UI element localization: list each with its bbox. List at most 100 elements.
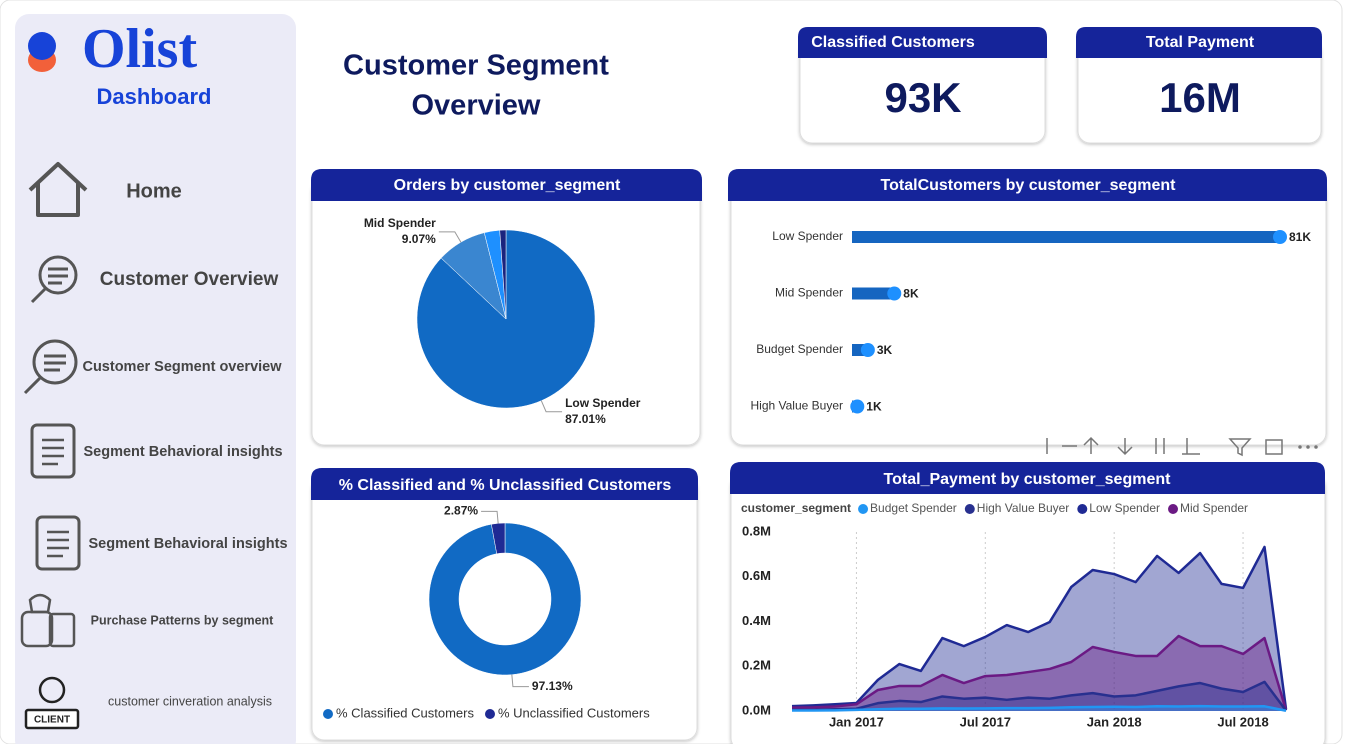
logo-subtitle: Dashboard	[97, 84, 212, 109]
legend-title: customer_segment	[741, 501, 851, 515]
y-tick-label: 0.4M	[742, 613, 771, 628]
chart-title: Total_Payment by customer_segment	[884, 471, 1172, 488]
slice	[499, 229, 507, 320]
data-label: 2.87%	[444, 504, 478, 518]
chart-title: TotalCustomers by customer_segment	[881, 177, 1177, 194]
nav-customer-overview[interactable]: Customer Overview	[30, 255, 279, 304]
data-label: 1K	[866, 400, 882, 414]
leader-line	[481, 510, 499, 524]
data-label: 8K	[903, 287, 919, 301]
leader-line	[540, 400, 563, 413]
toolbar-more[interactable]	[1314, 445, 1318, 449]
search-icon	[38, 255, 78, 295]
kpi-label: Classified Customers	[811, 34, 975, 51]
nav-label[interactable]: Segment Behavioral insights	[83, 444, 282, 460]
legend-label: High Value Buyer	[977, 501, 1070, 515]
card-box	[311, 477, 698, 741]
legend-marker	[323, 709, 333, 719]
legend-label: % Classified Customers	[336, 705, 474, 720]
bar-marker	[1273, 230, 1287, 244]
kpi-label: Total Payment	[1146, 34, 1255, 51]
nav-conversion[interactable]: CLIENT customer cinveration analysis	[24, 676, 272, 730]
card-header	[311, 468, 698, 500]
toolbar-more[interactable]	[1298, 445, 1302, 449]
page-title: Overview	[412, 90, 541, 122]
client-badge-text: CLIENT	[34, 715, 70, 726]
calculator-icon	[48, 612, 76, 648]
search-icon	[32, 339, 78, 385]
search-icon-lines	[23, 354, 66, 395]
chart-title: Orders by customer_segment	[394, 177, 621, 194]
chart-card: Total_Payment by customer_segment	[730, 462, 1326, 744]
nav-behavioral-2[interactable]: Segment Behavioral insights	[35, 515, 288, 571]
data-label-category: Mid Spender	[364, 216, 436, 230]
toolbar-icons[interactable]	[1046, 436, 1283, 457]
line	[792, 680, 1287, 712]
nav-label[interactable]: Purchase Patterns by segment	[91, 613, 275, 627]
nav-behavioral-1[interactable]: Segment Behavioral insights	[30, 423, 283, 479]
legend-label: Mid Spender	[1180, 501, 1248, 515]
bar	[852, 287, 895, 300]
bar-marker	[887, 286, 902, 301]
nav-label[interactable]: customer cinveration analysis	[108, 694, 272, 708]
clipboard-icon	[35, 515, 81, 571]
x-tick-label: Jul 2017	[960, 714, 1011, 729]
client-icon	[38, 676, 66, 704]
page-title: Customer Segment	[343, 50, 609, 82]
y-tick-label: 0.0M	[742, 702, 771, 717]
nav-segment-overview[interactable]: Customer Segment overview	[23, 339, 282, 395]
area	[792, 681, 1286, 711]
nav-label[interactable]: Customer Segment overview	[82, 359, 282, 375]
area	[792, 636, 1286, 711]
data-label: 87.01%	[565, 412, 606, 426]
legend-label: Budget Spender	[870, 501, 957, 515]
data-label: 97.13%	[532, 679, 573, 693]
line	[791, 634, 1288, 711]
sidebar	[15, 14, 296, 744]
kpi-card: Classified Customers 93K	[798, 27, 1047, 144]
toolbar-more[interactable]	[1306, 445, 1310, 449]
kpi-value: 16M	[1159, 74, 1241, 121]
bar	[852, 231, 1280, 243]
moneybag-icon	[20, 610, 54, 648]
clipboard-icon	[30, 423, 76, 479]
y-tick-label: High Value Buyer	[751, 399, 844, 413]
kpi-card: Total Payment 16M	[1076, 27, 1322, 144]
nav-purchase-patterns[interactable]: Purchase Patterns by segment	[20, 593, 275, 648]
clipboard-lines	[47, 530, 69, 558]
visual-toolbar[interactable]	[1046, 436, 1318, 457]
line	[792, 704, 1287, 712]
y-tick-label: Budget Spender	[756, 342, 843, 356]
leader-line	[511, 674, 529, 688]
data-label: 9.07%	[402, 232, 436, 246]
card-header	[728, 169, 1327, 201]
clipboard-lines	[42, 438, 64, 466]
slice	[491, 522, 506, 555]
slice	[428, 522, 582, 676]
legend-marker	[858, 504, 869, 514]
data-label: 81K	[1289, 230, 1311, 244]
nav-label[interactable]: Home	[126, 180, 182, 202]
chart-title: % Classified and % Unclassified Customer…	[339, 477, 672, 494]
card-header	[730, 462, 1325, 494]
nav-label[interactable]: Customer Overview	[100, 269, 279, 290]
data-label-category: Low Spender	[565, 396, 641, 410]
client-badge	[24, 708, 80, 730]
y-tick-label: 0.6M	[742, 568, 771, 583]
legend-marker	[1168, 504, 1179, 514]
logo-dot	[28, 32, 56, 60]
legend-marker	[485, 709, 495, 719]
leader-line	[438, 231, 462, 243]
legend-label: % Unclassified Customers	[498, 705, 650, 720]
nav-label[interactable]: Segment Behavioral insights	[88, 536, 287, 552]
card-header	[311, 169, 702, 201]
data-label: 3K	[877, 343, 893, 357]
y-tick-label: 0.2M	[742, 658, 771, 673]
search-icon-lines	[30, 267, 68, 304]
y-tick-label: 0.8M	[742, 523, 771, 538]
bar-marker	[850, 399, 865, 414]
y-tick-label: Mid Spender	[775, 286, 843, 300]
nav-home[interactable]: Home	[28, 162, 182, 217]
legend-marker	[1077, 504, 1088, 514]
